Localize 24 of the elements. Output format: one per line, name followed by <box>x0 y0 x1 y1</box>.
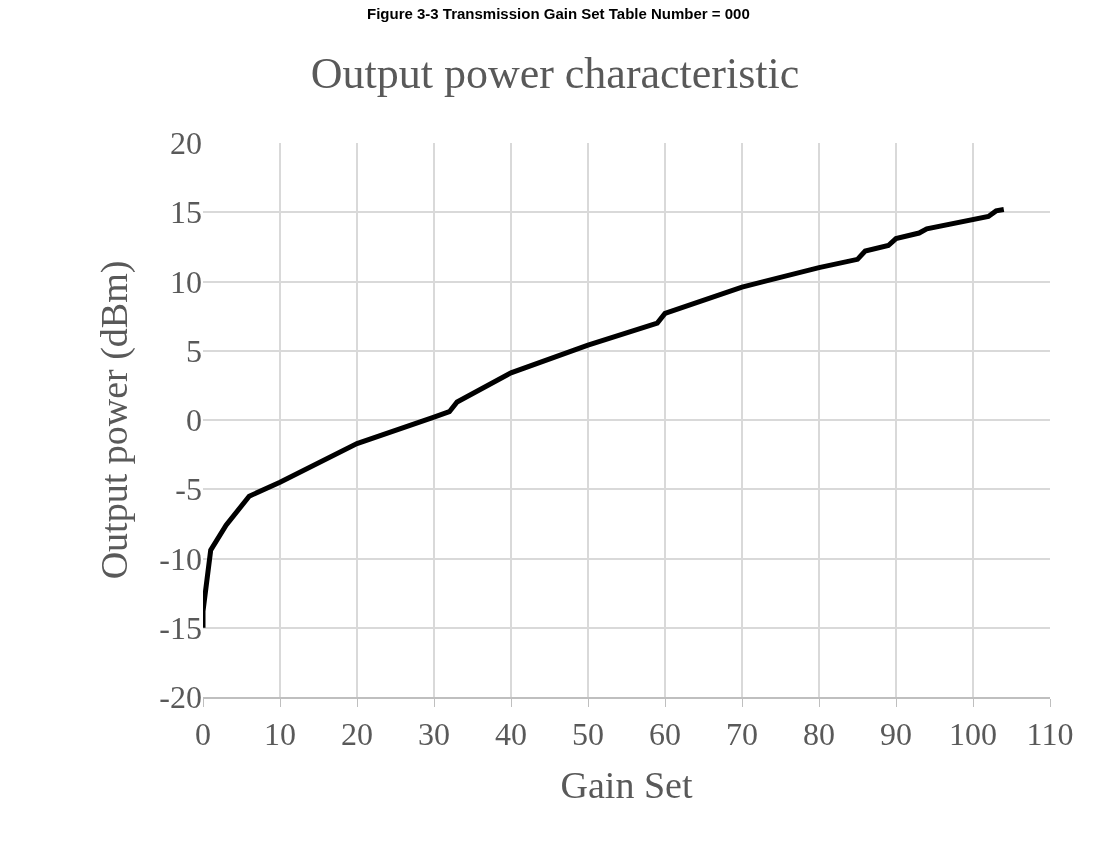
x-tick-label: 100 <box>949 716 997 753</box>
x-tick-label: 90 <box>880 716 912 753</box>
x-tick-label: 60 <box>649 716 681 753</box>
y-tick-label: -20 <box>159 679 202 716</box>
x-tick-label: 80 <box>803 716 835 753</box>
x-tick-label: 10 <box>264 716 296 753</box>
y-tick-label: 0 <box>186 402 202 439</box>
x-tick-label: 50 <box>572 716 604 753</box>
y-tick-label: 5 <box>186 332 202 369</box>
y-tick-label: -15 <box>159 609 202 646</box>
chart-title: Output power characteristic <box>310 48 800 98</box>
x-tick-label: 30 <box>418 716 450 753</box>
y-tick-label: 15 <box>170 194 202 231</box>
y-tick-label: -10 <box>159 540 202 577</box>
y-tick-label: 10 <box>170 263 202 300</box>
x-axis-title: Gain Set <box>560 763 693 806</box>
x-tick-label: 20 <box>341 716 373 753</box>
y-tick-label: 20 <box>170 125 202 162</box>
x-tick-label: 40 <box>495 716 527 753</box>
x-tick-label: 70 <box>726 716 758 753</box>
y-tick-label: -5 <box>175 471 202 508</box>
caption: Figure 3-3 Transmission Gain Set Table Number = 000 <box>367 5 750 22</box>
y-axis-title: Output power (dBm) <box>92 260 136 580</box>
x-tick-label: 110 <box>1026 716 1074 753</box>
